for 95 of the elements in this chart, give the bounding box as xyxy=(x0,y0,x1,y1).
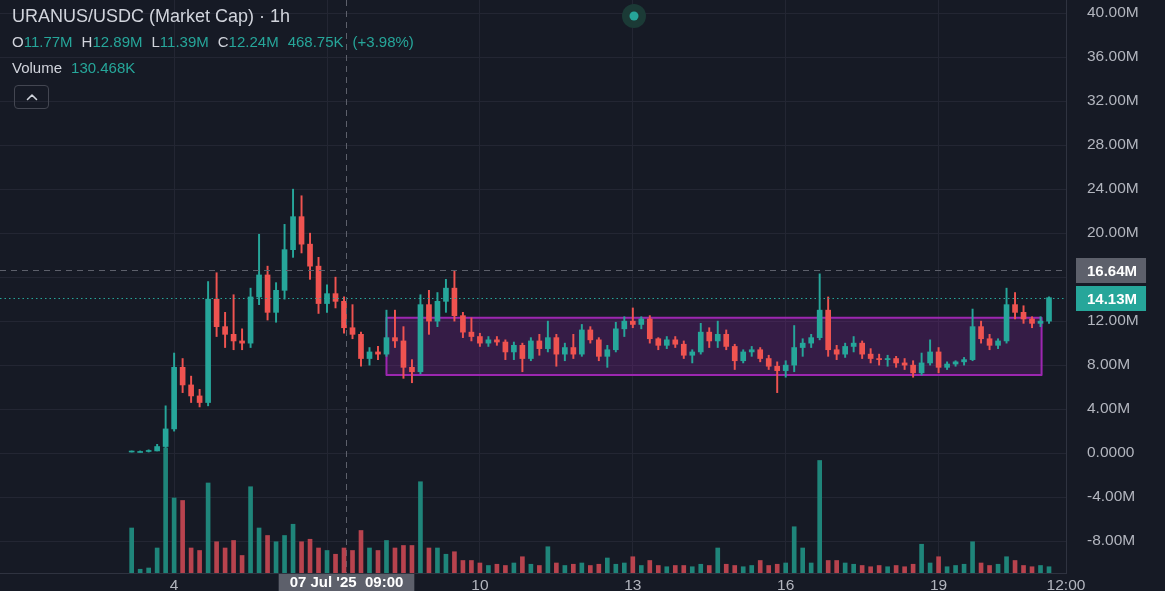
bar xyxy=(248,486,253,573)
x-tick-label: 10 xyxy=(471,575,489,591)
bar xyxy=(520,556,525,573)
bar xyxy=(715,547,721,573)
bar xyxy=(214,541,219,573)
y-tick-label: 32.00M xyxy=(1087,91,1139,109)
bar xyxy=(1021,565,1026,573)
bar xyxy=(401,545,406,573)
bar xyxy=(129,527,134,573)
bar xyxy=(367,547,372,573)
bar xyxy=(384,540,389,573)
bar xyxy=(571,563,576,573)
bar xyxy=(681,565,687,573)
bar xyxy=(282,535,287,573)
bar xyxy=(749,565,755,573)
bar xyxy=(638,565,644,573)
bar xyxy=(885,566,890,573)
x-tick-label: 12:00 xyxy=(1046,575,1086,591)
bar xyxy=(435,547,440,573)
bar xyxy=(265,535,270,573)
bar xyxy=(800,547,806,573)
bar xyxy=(621,562,627,573)
ref-line-label: 16.64M xyxy=(1087,261,1138,279)
bar xyxy=(1004,556,1009,573)
bar xyxy=(1029,566,1035,573)
bar xyxy=(647,560,653,573)
y-tick-label: 40.00M xyxy=(1087,3,1139,21)
bar xyxy=(299,541,304,573)
bar xyxy=(723,563,729,573)
bar xyxy=(452,551,457,573)
y-tick-label: 8.00M xyxy=(1087,355,1131,373)
bar xyxy=(706,565,712,573)
bar xyxy=(197,550,202,573)
ref-line-label: 07 Jul '25 09:00 xyxy=(289,573,404,591)
bar xyxy=(774,563,780,573)
bar xyxy=(630,556,636,573)
bar xyxy=(732,565,738,573)
bar xyxy=(664,566,670,573)
bar xyxy=(613,563,619,573)
x-tick-label: 19 xyxy=(929,575,948,591)
bar xyxy=(655,565,661,573)
bar xyxy=(1046,566,1052,573)
bar xyxy=(936,556,941,573)
candlestick xyxy=(392,309,398,348)
bar xyxy=(333,553,338,573)
bar xyxy=(970,541,975,573)
bar xyxy=(1038,565,1043,573)
bar xyxy=(944,566,950,573)
bar xyxy=(740,566,746,573)
y-tick-label: -8.00M xyxy=(1087,531,1136,549)
x-tick-label: 13 xyxy=(624,575,642,591)
bar xyxy=(350,550,355,573)
y-tick-label: 0.0000 xyxy=(1087,443,1135,461)
y-tick-label: 4.00M xyxy=(1087,399,1131,417)
bar xyxy=(596,563,602,573)
bar xyxy=(689,566,695,573)
bar xyxy=(757,560,763,573)
bar xyxy=(554,562,559,573)
bar xyxy=(418,481,423,573)
bar xyxy=(316,547,321,573)
ref-line-label: 14.13M xyxy=(1087,289,1138,307)
bar xyxy=(851,563,856,573)
bar xyxy=(953,565,958,573)
bar xyxy=(808,562,814,573)
y-tick-label: -4.00M xyxy=(1087,487,1136,505)
bar xyxy=(766,565,772,573)
x-tick-label: 16 xyxy=(777,575,795,591)
annotation: Volume 130.468K xyxy=(12,59,136,76)
bar xyxy=(146,567,151,573)
bar xyxy=(672,565,678,573)
bar xyxy=(698,563,704,573)
bar xyxy=(987,565,992,573)
bar xyxy=(834,560,839,573)
y-tick-label: 12.00M xyxy=(1087,311,1139,329)
bar xyxy=(537,565,542,573)
bar xyxy=(919,543,924,573)
y-tick-label: 20.00M xyxy=(1087,223,1139,241)
bar xyxy=(231,540,236,573)
chart-title: URANUS/USDC (Market Cap) · 1h xyxy=(12,5,291,27)
bar xyxy=(783,562,789,573)
x-tick-label: 4 xyxy=(169,575,179,591)
bar xyxy=(604,557,610,573)
bar xyxy=(486,565,491,573)
bar xyxy=(902,566,907,573)
bar xyxy=(180,500,185,573)
text: O11.77M H12.89M L11.39M C12.24M 468.75K (+3.98%) xyxy=(12,33,414,50)
bar xyxy=(817,460,822,573)
bar xyxy=(791,526,797,573)
bar xyxy=(469,560,474,573)
y-tick-label: 24.00M xyxy=(1087,179,1139,197)
bar xyxy=(868,566,873,573)
y-tick-label: 28.00M xyxy=(1087,135,1139,153)
bar xyxy=(503,565,508,573)
bar xyxy=(588,565,593,573)
y-tick-label: 36.00M xyxy=(1087,47,1139,65)
